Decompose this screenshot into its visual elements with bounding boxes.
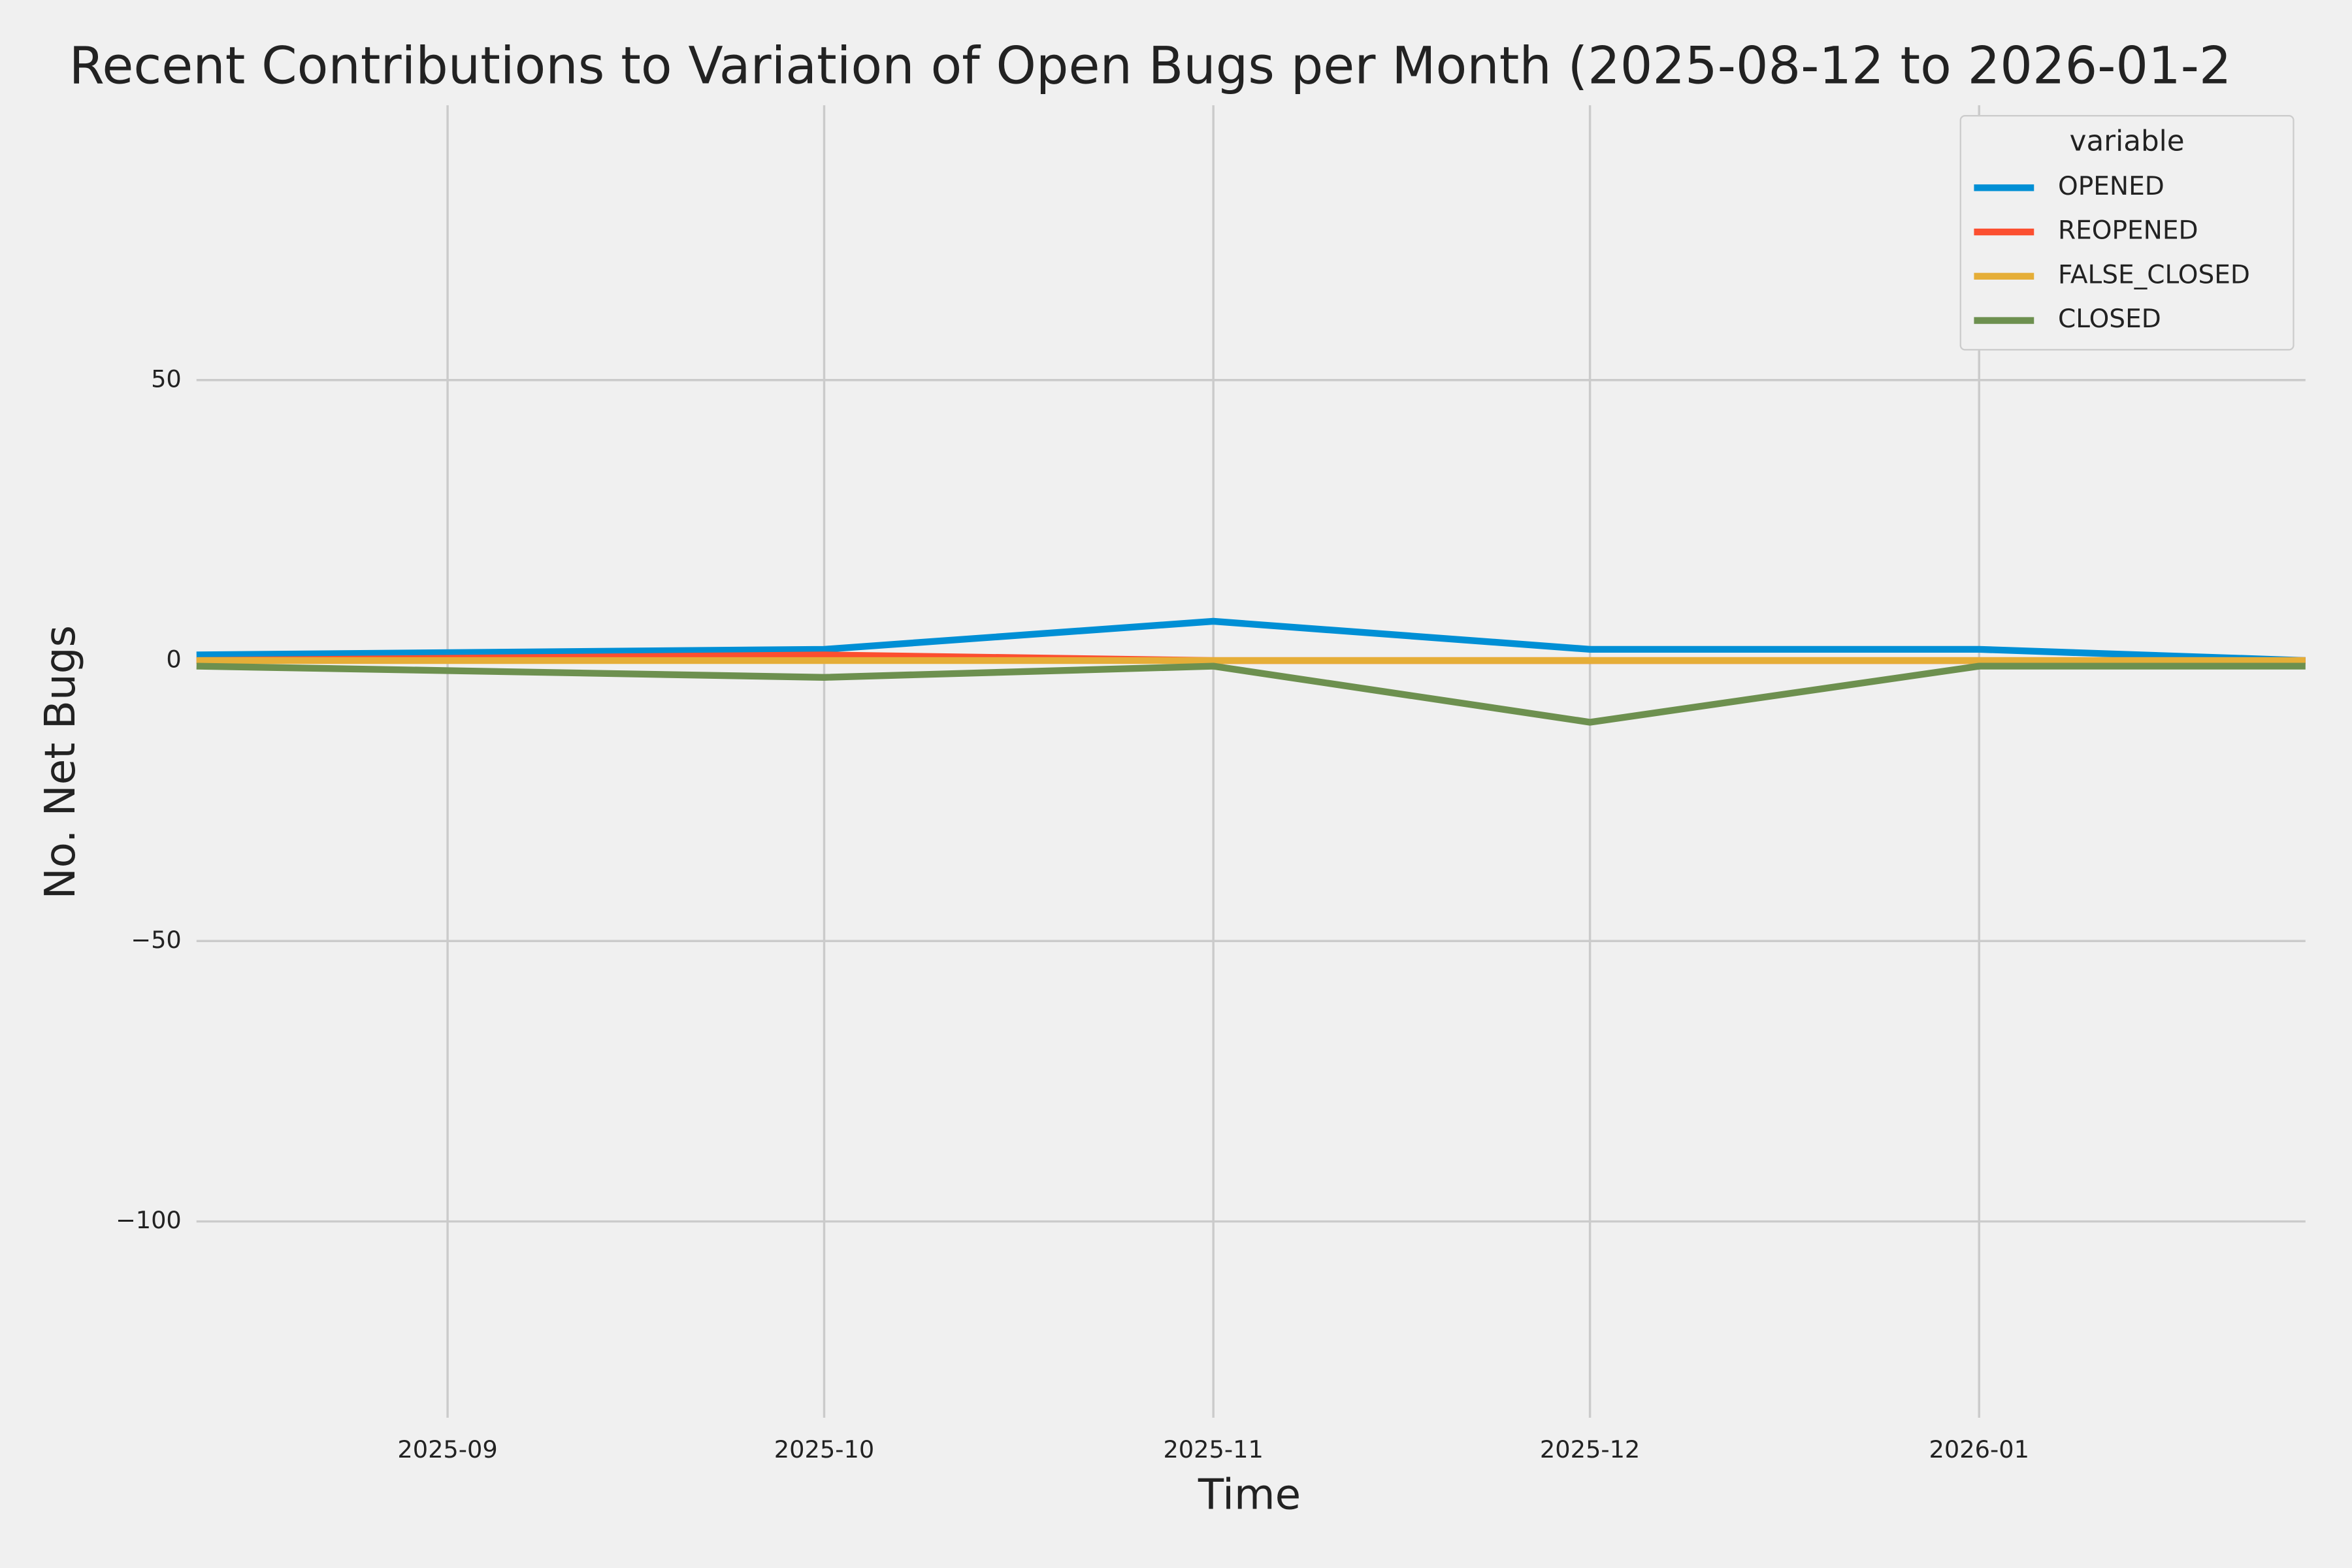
legend-label: OPENED: [2058, 172, 2164, 201]
y-tick-label: −100: [116, 1206, 182, 1234]
y-tick-label: 0: [166, 645, 181, 674]
x-tick-label: 2025-09: [397, 1435, 497, 1463]
x-axis-label: Time: [1198, 1470, 1301, 1519]
x-tick-label: 2025-10: [774, 1435, 874, 1463]
x-tick-label: 2025-11: [1163, 1435, 1263, 1463]
legend: variable OPENED REOPENED FALSE_CLOSED CLOSED: [1959, 115, 2295, 351]
y-tick-label: 50: [151, 365, 182, 393]
legend-title: variable: [2070, 125, 2185, 157]
legend-box: [1959, 115, 2295, 351]
legend-label: CLOSED: [2058, 304, 2161, 334]
x-tick-label: 2025-12: [1540, 1435, 1640, 1463]
legend-label: REOPENED: [2058, 216, 2198, 246]
y-tick-label: −50: [131, 926, 182, 954]
chart-title: Recent Contributions to Variation of Ope…: [69, 37, 2232, 95]
x-tick-label: 2026-01: [1929, 1435, 2029, 1463]
series-line: [196, 617, 2306, 664]
legend-label: FALSE_CLOSED: [2058, 260, 2250, 289]
series-line: [196, 662, 2306, 726]
y-axis-label: No. Net Bugs: [36, 625, 85, 899]
